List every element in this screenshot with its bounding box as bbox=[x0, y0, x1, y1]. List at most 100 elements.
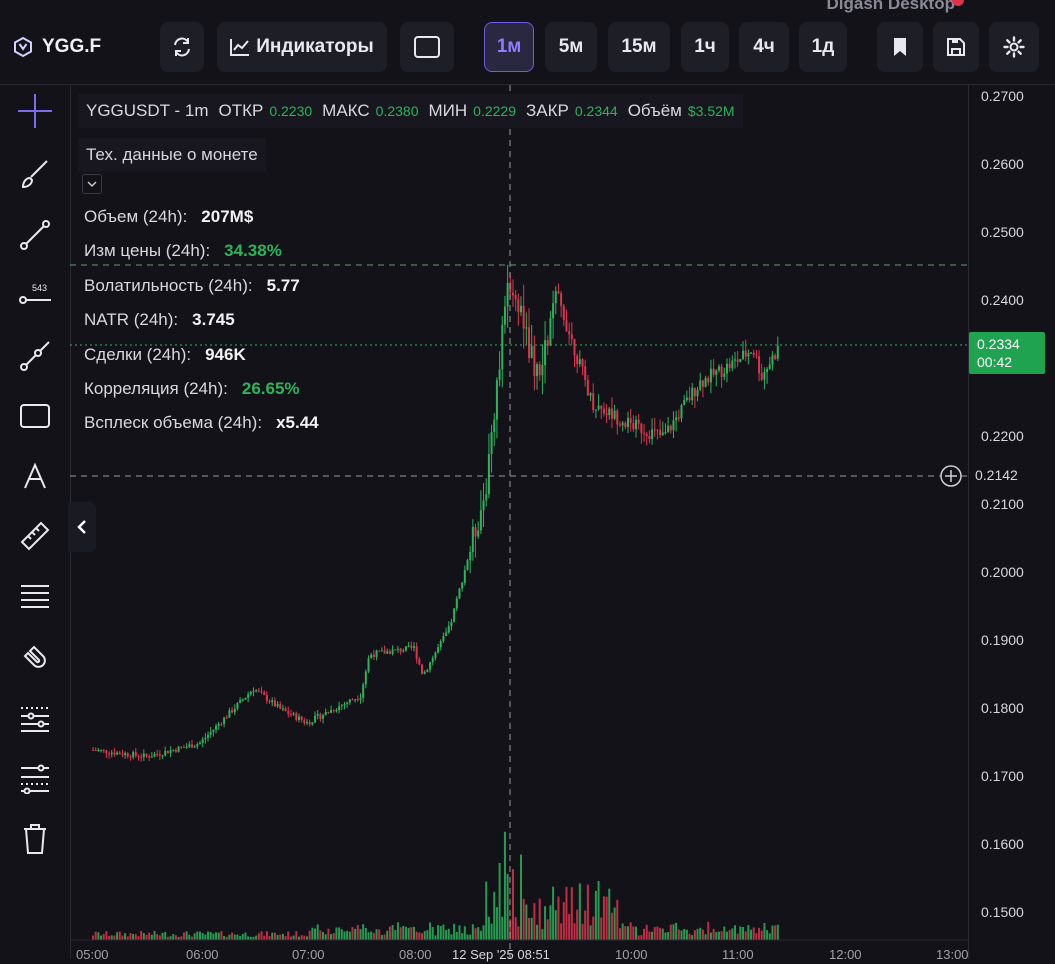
open-value: 0.2230 bbox=[269, 103, 313, 119]
collapse-panel-button[interactable] bbox=[68, 502, 96, 552]
candle-body bbox=[273, 700, 276, 707]
volume-bar bbox=[648, 931, 651, 940]
volume-bar bbox=[723, 926, 726, 940]
rectangle-icon bbox=[20, 404, 50, 428]
settings-button[interactable] bbox=[989, 22, 1039, 72]
candle-body bbox=[201, 739, 204, 743]
symbol-selector[interactable]: YGG.F bbox=[12, 22, 101, 72]
candle-body bbox=[394, 649, 397, 651]
candle-body bbox=[276, 704, 279, 707]
volume-bar bbox=[110, 935, 113, 940]
volume-bar bbox=[255, 935, 258, 940]
chart-area[interactable] bbox=[70, 85, 968, 959]
indicators-label: Индикаторы bbox=[256, 36, 374, 57]
magnet-tool[interactable] bbox=[14, 637, 56, 679]
timeframe-1d-button[interactable]: 1д bbox=[799, 22, 847, 72]
price-chart[interactable] bbox=[70, 85, 968, 959]
price-tick: 0.1500 bbox=[981, 904, 1024, 920]
volume-bar bbox=[763, 923, 766, 940]
gear-icon bbox=[1003, 36, 1025, 58]
delete-drawings-tool[interactable] bbox=[14, 818, 56, 860]
candle-body bbox=[600, 405, 603, 409]
timeframe-15m-button[interactable]: 15м bbox=[608, 22, 670, 72]
volume-bar bbox=[303, 935, 306, 940]
timeframe-1m-button[interactable]: 1м bbox=[484, 22, 534, 72]
volume-bar bbox=[528, 918, 531, 940]
rectangle-tool[interactable] bbox=[14, 395, 56, 437]
levels-tool[interactable] bbox=[14, 698, 56, 740]
volume-bar bbox=[533, 903, 536, 940]
candle-body bbox=[685, 397, 688, 401]
crosshair-time-label: 12 Sep '25 08:51 bbox=[452, 947, 550, 962]
candle-body bbox=[330, 710, 333, 713]
chart-type-button[interactable] bbox=[400, 22, 454, 72]
volume-bar bbox=[707, 921, 710, 940]
bookmark-button[interactable] bbox=[877, 22, 923, 72]
candle-body bbox=[113, 752, 116, 755]
candle-body bbox=[217, 723, 220, 726]
candle-body bbox=[148, 756, 151, 758]
indicators-button[interactable]: Индикаторы bbox=[217, 22, 387, 72]
volume-bar bbox=[613, 907, 616, 940]
candle-body bbox=[672, 420, 675, 431]
volume-bar bbox=[297, 936, 300, 940]
text-tool[interactable] bbox=[14, 455, 56, 497]
volume-bar bbox=[407, 927, 410, 940]
notification-badge[interactable] bbox=[952, 0, 964, 6]
volume-bar bbox=[164, 932, 167, 940]
time-tick: 08:00 bbox=[399, 947, 432, 962]
candle-body bbox=[153, 754, 156, 757]
volume-bar bbox=[498, 862, 501, 940]
candle-body bbox=[581, 359, 584, 367]
stat-label: Волатильность (24h): bbox=[84, 276, 253, 295]
candle-body bbox=[396, 648, 399, 650]
fib-tool[interactable] bbox=[14, 758, 56, 800]
volume-bar bbox=[774, 925, 777, 940]
candle-body bbox=[659, 430, 662, 435]
price-axis[interactable]: 0.27000.26000.25000.24000.23000.22000.21… bbox=[968, 85, 1055, 959]
volume-bar bbox=[760, 930, 763, 940]
save-button[interactable] bbox=[933, 22, 979, 72]
timeframe-1h-button[interactable]: 1ч bbox=[681, 22, 729, 72]
timeframe-4h-button[interactable]: 4ч bbox=[739, 22, 789, 72]
brush-tool[interactable] bbox=[14, 153, 56, 195]
volume-bar bbox=[212, 933, 215, 940]
candle-body bbox=[209, 731, 212, 735]
candle-body bbox=[696, 389, 699, 397]
candle-body bbox=[565, 320, 568, 332]
coin-tech-title[interactable]: Тех. данные о монете bbox=[78, 138, 266, 172]
candle-body bbox=[204, 737, 207, 740]
candle-body bbox=[645, 433, 648, 437]
volume-bar bbox=[431, 927, 434, 940]
refresh-button[interactable] bbox=[160, 22, 204, 72]
candle-body bbox=[485, 494, 488, 501]
candle-body bbox=[536, 364, 539, 377]
candle-body bbox=[592, 393, 595, 411]
candle-body bbox=[92, 749, 94, 751]
candle-body bbox=[370, 654, 373, 659]
volume-bar bbox=[281, 933, 284, 940]
coin-panel-toggle[interactable] bbox=[82, 174, 102, 194]
volume-bar bbox=[201, 932, 204, 940]
top-toolbar: Digash Desktop YGG.F Индикаторы 1м 5м 15… bbox=[0, 0, 1055, 85]
crosshair-tool[interactable] bbox=[14, 90, 56, 132]
timeframe-5m-button[interactable]: 5м bbox=[545, 22, 597, 72]
candle-body bbox=[768, 364, 771, 369]
candle-body bbox=[356, 699, 359, 701]
ruler-tool[interactable] bbox=[14, 515, 56, 557]
candle-body bbox=[758, 356, 761, 374]
candle-body bbox=[717, 366, 720, 371]
candle-body bbox=[418, 658, 421, 665]
volume-bar bbox=[426, 930, 429, 940]
trend-line-tool[interactable] bbox=[14, 214, 56, 256]
volume-bar bbox=[554, 910, 557, 940]
volume-bar bbox=[257, 933, 260, 940]
volume-bar bbox=[410, 927, 413, 940]
candle-body bbox=[573, 339, 576, 356]
candle-body bbox=[683, 400, 686, 406]
horizontal-lines-tool[interactable] bbox=[14, 575, 56, 617]
candle-body bbox=[546, 340, 549, 346]
ray-tool[interactable] bbox=[14, 335, 56, 377]
candle-body bbox=[453, 608, 456, 622]
price-line-tool[interactable]: 543 bbox=[14, 275, 56, 317]
